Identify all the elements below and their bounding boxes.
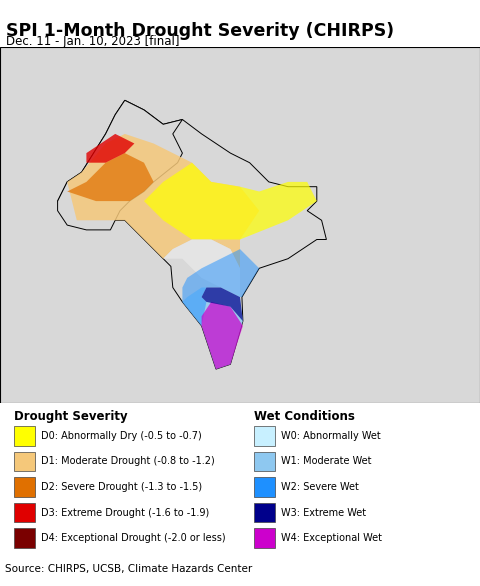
Bar (14, 452, 35, 471)
Text: Drought Severity: Drought Severity (14, 410, 128, 423)
Bar (254, 452, 275, 471)
Polygon shape (67, 134, 259, 268)
Text: D4: Exceptional Drought (-2.0 or less): D4: Exceptional Drought (-2.0 or less) (41, 533, 226, 543)
Bar (14, 528, 35, 548)
Bar (254, 426, 275, 446)
Text: W3: Extreme Wet: W3: Extreme Wet (281, 507, 366, 517)
Polygon shape (202, 302, 243, 369)
Text: Dec. 11 - Jan. 10, 2023 [final]: Dec. 11 - Jan. 10, 2023 [final] (6, 35, 179, 48)
Polygon shape (182, 249, 259, 326)
Polygon shape (163, 240, 240, 297)
Bar (14, 503, 35, 523)
Polygon shape (58, 100, 182, 230)
Text: W0: Abnormally Wet: W0: Abnormally Wet (281, 431, 381, 441)
Polygon shape (67, 153, 154, 201)
Text: W1: Moderate Wet: W1: Moderate Wet (281, 456, 372, 466)
Bar (14, 426, 35, 446)
Bar (254, 528, 275, 548)
Text: SPI 1-Month Drought Severity (CHIRPS): SPI 1-Month Drought Severity (CHIRPS) (6, 22, 394, 40)
Polygon shape (58, 100, 326, 369)
Text: D1: Moderate Drought (-0.8 to -1.2): D1: Moderate Drought (-0.8 to -1.2) (41, 456, 215, 466)
Polygon shape (182, 288, 243, 369)
Polygon shape (144, 163, 317, 240)
Text: Wet Conditions: Wet Conditions (254, 410, 355, 423)
Text: D3: Extreme Drought (-1.6 to -1.9): D3: Extreme Drought (-1.6 to -1.9) (41, 507, 209, 517)
Text: Source: CHIRPS, UCSB, Climate Hazards Center: Source: CHIRPS, UCSB, Climate Hazards Ce… (5, 564, 252, 574)
Bar (254, 503, 275, 523)
Text: D2: Severe Drought (-1.3 to -1.5): D2: Severe Drought (-1.3 to -1.5) (41, 482, 202, 492)
Bar (254, 477, 275, 497)
Polygon shape (86, 134, 134, 163)
Text: W4: Exceptional Wet: W4: Exceptional Wet (281, 533, 382, 543)
Text: W2: Severe Wet: W2: Severe Wet (281, 482, 359, 492)
Bar (14, 477, 35, 497)
Polygon shape (202, 288, 243, 321)
Text: D0: Abnormally Dry (-0.5 to -0.7): D0: Abnormally Dry (-0.5 to -0.7) (41, 431, 202, 441)
